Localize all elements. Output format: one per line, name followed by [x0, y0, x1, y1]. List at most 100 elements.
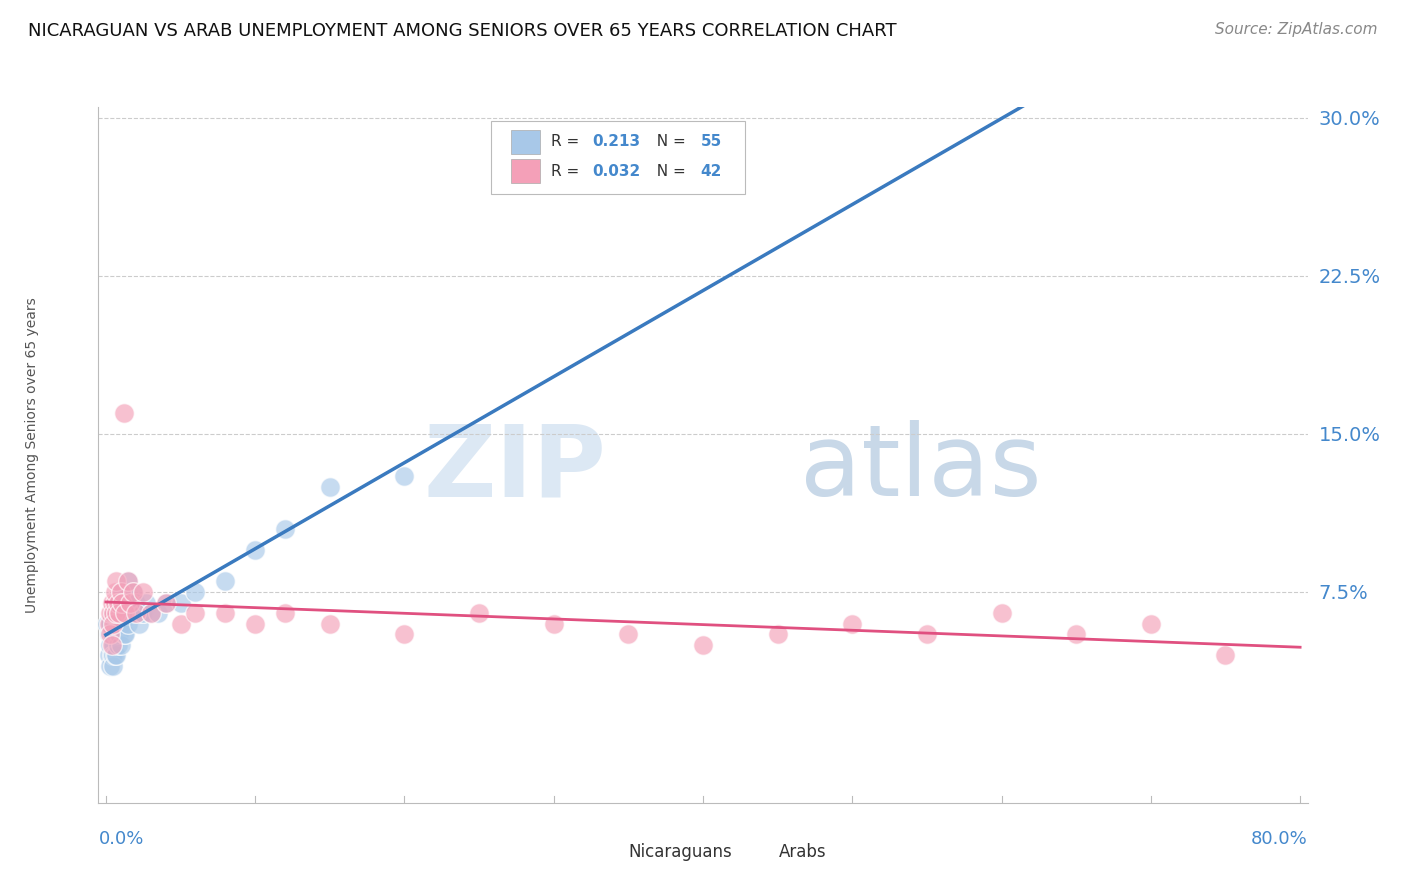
Point	[155, 595, 177, 609]
Point	[117, 574, 139, 589]
Text: N =: N =	[647, 163, 690, 178]
Point	[103, 606, 125, 620]
Point	[101, 627, 124, 641]
Text: Nicaraguans: Nicaraguans	[628, 843, 731, 861]
Point	[169, 616, 191, 631]
Point	[104, 595, 127, 609]
Point	[111, 595, 134, 609]
Point	[107, 627, 129, 641]
FancyBboxPatch shape	[744, 840, 773, 863]
Point	[125, 595, 148, 609]
Text: NICARAGUAN VS ARAB UNEMPLOYMENT AMONG SENIORS OVER 65 YEARS CORRELATION CHART: NICARAGUAN VS ARAB UNEMPLOYMENT AMONG SE…	[28, 22, 897, 40]
Text: R =: R =	[551, 135, 583, 149]
Point	[766, 627, 789, 641]
Point	[169, 595, 191, 609]
Point	[101, 595, 124, 609]
Point	[108, 627, 131, 641]
Point	[108, 606, 131, 620]
Point	[101, 638, 124, 652]
Point	[103, 658, 125, 673]
Point	[110, 616, 132, 631]
Point	[125, 606, 148, 620]
Point	[108, 595, 131, 609]
Text: 42: 42	[700, 163, 721, 178]
Point	[105, 574, 128, 589]
Text: Source: ZipAtlas.com: Source: ZipAtlas.com	[1215, 22, 1378, 37]
Point	[101, 648, 124, 663]
Point	[115, 606, 138, 620]
Point	[1140, 616, 1163, 631]
Point	[1064, 627, 1087, 641]
Point	[841, 616, 863, 631]
Point	[110, 585, 132, 599]
Point	[120, 606, 142, 620]
Point	[98, 606, 121, 620]
Point	[117, 574, 139, 589]
Point	[135, 595, 157, 609]
Point	[274, 522, 297, 536]
Point	[146, 606, 169, 620]
Point	[1215, 648, 1237, 663]
Point	[104, 585, 127, 599]
Point	[105, 606, 128, 620]
Point	[118, 595, 141, 609]
Point	[97, 627, 120, 641]
Point	[184, 585, 207, 599]
Point	[121, 585, 143, 599]
Point	[319, 479, 342, 493]
Point	[103, 616, 125, 631]
Point	[128, 616, 150, 631]
Point	[107, 638, 129, 652]
Text: Unemployment Among Seniors over 65 years: Unemployment Among Seniors over 65 years	[25, 297, 39, 613]
FancyBboxPatch shape	[492, 121, 745, 194]
Text: 0.032: 0.032	[592, 163, 640, 178]
Point	[132, 606, 155, 620]
Point	[274, 606, 297, 620]
Point	[915, 627, 938, 641]
Point	[104, 627, 127, 641]
Point	[990, 606, 1012, 620]
Point	[118, 595, 141, 609]
Point	[394, 627, 416, 641]
Point	[114, 606, 136, 620]
Point	[104, 648, 127, 663]
Text: 80.0%: 80.0%	[1251, 830, 1308, 848]
Point	[98, 658, 121, 673]
Point	[319, 616, 342, 631]
FancyBboxPatch shape	[593, 840, 621, 863]
Point	[121, 585, 143, 599]
Point	[105, 627, 128, 641]
Point	[98, 638, 121, 652]
Point	[139, 606, 162, 620]
Point	[111, 616, 134, 631]
FancyBboxPatch shape	[510, 130, 540, 153]
Text: atlas: atlas	[800, 420, 1042, 517]
Point	[97, 648, 120, 663]
Point	[114, 595, 136, 609]
Point	[214, 574, 236, 589]
Point	[103, 648, 125, 663]
Text: 0.213: 0.213	[592, 135, 640, 149]
Point	[122, 606, 145, 620]
Point	[104, 616, 127, 631]
Point	[98, 616, 121, 631]
Text: R =: R =	[551, 163, 583, 178]
Point	[103, 606, 125, 620]
Point	[107, 595, 129, 609]
Text: 0.0%: 0.0%	[98, 830, 143, 848]
Point	[184, 606, 207, 620]
Text: 55: 55	[700, 135, 721, 149]
FancyBboxPatch shape	[510, 159, 540, 183]
Point	[97, 616, 120, 631]
Point	[110, 585, 132, 599]
Point	[243, 616, 266, 631]
Point	[243, 542, 266, 557]
Point	[105, 648, 128, 663]
Point	[103, 638, 125, 652]
Point	[96, 616, 118, 631]
Text: N =: N =	[647, 135, 690, 149]
Point	[155, 595, 177, 609]
Point	[98, 627, 121, 641]
Point	[105, 606, 128, 620]
Point	[107, 595, 129, 609]
